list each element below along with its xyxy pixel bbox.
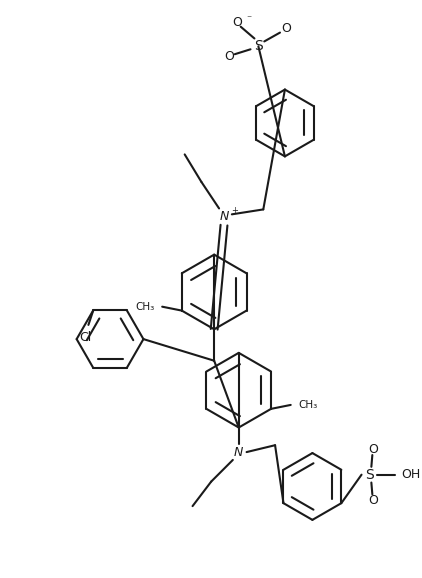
Text: N: N bbox=[219, 210, 229, 223]
Text: O: O bbox=[281, 22, 291, 35]
Text: CH₃: CH₃ bbox=[135, 302, 154, 312]
Text: Cl: Cl bbox=[79, 331, 92, 344]
Text: +: + bbox=[231, 206, 238, 215]
Text: ⁻: ⁻ bbox=[246, 14, 251, 24]
Text: O: O bbox=[224, 50, 234, 62]
Text: N: N bbox=[234, 446, 243, 458]
Text: O: O bbox=[368, 494, 378, 507]
Text: O: O bbox=[232, 16, 242, 29]
Text: OH: OH bbox=[401, 468, 420, 481]
Text: S: S bbox=[254, 39, 263, 53]
Text: S: S bbox=[365, 468, 374, 481]
Text: CH₃: CH₃ bbox=[299, 400, 318, 410]
Text: O: O bbox=[368, 443, 378, 455]
